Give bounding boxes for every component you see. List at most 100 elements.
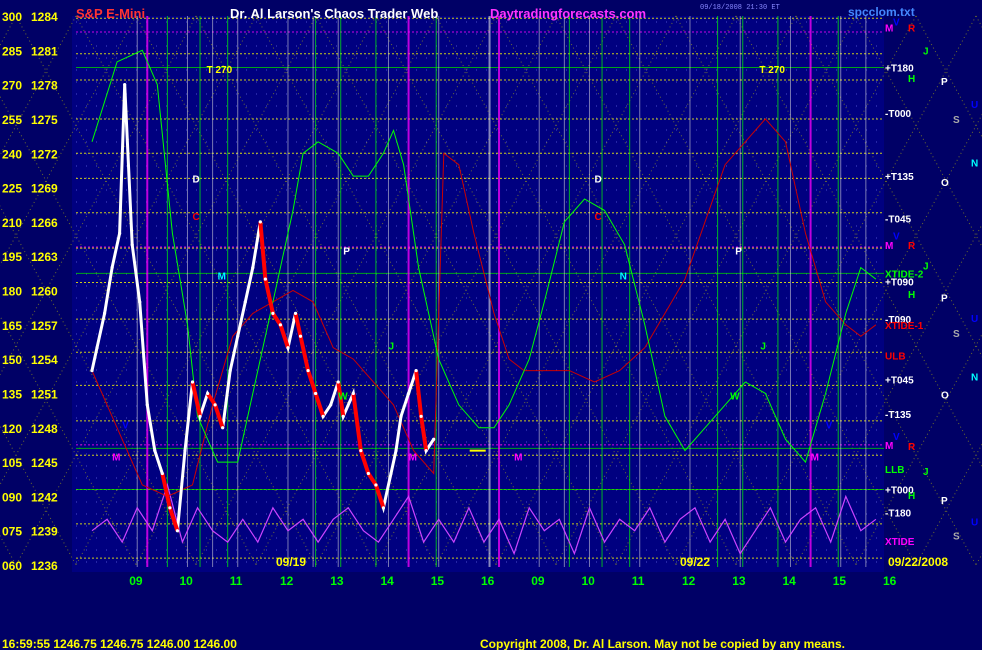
date-label-1: 09/19 [276,555,306,569]
y-tick-index: 105 [2,456,22,470]
price-point [306,368,310,373]
y-tick-index: 135 [2,387,22,401]
vertical-lines [136,16,867,567]
right-label: +T135 [885,172,914,183]
right-label: -T000 [885,109,912,120]
price-point [102,311,107,315]
timestamp: 09/18/2008 21:30 ET [700,4,780,12]
lattice-line [795,223,982,566]
right-label: M [885,241,893,252]
price-down-bar [160,473,172,509]
price-point [90,368,94,373]
aspect-label: J [923,261,929,272]
right-label: ULB [885,352,906,363]
y-tick-price: 1278 [31,79,58,93]
y-tick-price: 1254 [31,353,58,367]
site-url[interactable]: Daytradingforecasts.com [490,6,646,21]
horizontal-lines [76,17,884,559]
price-point [221,426,225,430]
aspect-label: S [953,329,960,340]
price-point [351,391,355,396]
price-down-bar [366,472,378,487]
series-layer [90,49,877,556]
y-tick-index: 090 [2,490,22,504]
aspect-label: V [893,18,900,29]
price-down-bar [190,381,202,417]
quote-readout: 16:59:55 1246.75 1246.75 1246.00 1246.00 [2,637,237,650]
right-label: +T000 [885,486,914,497]
price-down-bar [213,404,225,429]
x-tick: 15 [833,574,847,588]
planet-label: D [595,174,602,185]
price-point [419,414,423,418]
y-tick-price: 1275 [31,113,58,127]
right-label: M [885,441,893,452]
planet-label: M [811,452,819,463]
right-label: XTIDE-1 [885,321,924,332]
price-point [432,437,436,441]
planet-label: J [760,341,766,352]
price-point [278,323,283,327]
planet-label: M [218,272,226,283]
right-label: LLB [885,465,904,476]
lattice-line [495,15,797,566]
planet-label: J [388,341,394,352]
aspect-label: O [941,178,949,189]
x-tick: 10 [179,574,193,588]
copyright: Copyright 2008, Dr. Al Larson. May not b… [480,637,845,650]
aspect-label: J [923,467,929,478]
lattice-line [75,15,377,566]
price-down-bar [167,507,180,532]
lattice-line [735,113,982,566]
x-tick: 16 [883,574,897,588]
aspect-label: P [941,293,948,304]
x-tick: 16 [481,574,495,588]
price-point [293,311,298,315]
price-down-bar [306,369,318,395]
t270-label: T 270 [759,65,785,76]
price-point [243,300,247,304]
lattice-line [135,15,437,566]
lattice-line [675,15,977,566]
aspect-label: V [893,232,900,243]
planet-label: C [595,212,602,223]
labels-layer: M+T180-T000+T135-T045M+T090XTIDE-2-T090X… [2,10,978,573]
y-tick-price: 1236 [31,559,58,573]
price-point [160,471,164,476]
aspect-label: H [908,74,915,85]
y-tick-index: 195 [2,250,22,264]
aspect-label: J [923,46,929,57]
price-down-bar [278,324,290,349]
y-tick-price: 1284 [31,10,58,24]
price-point [251,266,255,270]
x-tick: 11 [632,574,645,588]
aspect-label: U [971,314,978,325]
aspect-label: S [953,531,960,542]
price-point [258,220,262,224]
price-down-bar [419,416,429,451]
price-point [123,83,127,87]
lattice-line [375,15,677,566]
lattice-line [0,15,257,486]
lattice-line [195,15,497,566]
lattice-line [0,15,77,157]
date-label-2: 09/22 [680,555,710,569]
y-tick-price: 1263 [31,250,58,264]
date-label-3: 09/22/2008 [888,555,948,569]
price-down-bar [263,278,275,314]
right-label: -T045 [885,214,912,225]
price-point [374,483,378,487]
right-label: +T180 [885,63,914,74]
y-tick-index: 165 [2,319,22,333]
x-axis: 09 10 11 12 13 14 15 16 09 10 11 12 13 14 15 16 [129,574,896,588]
right-label: +T045 [885,376,914,387]
aspect-label: H [908,491,915,502]
planet-label: M [409,452,417,463]
y-tick-index: 285 [2,44,22,58]
aspect-label: U [971,518,978,529]
y-tick-index: 075 [2,525,22,539]
y-tick-price: 1251 [31,387,58,401]
planet-label: D [193,174,200,185]
price-point [399,414,403,418]
